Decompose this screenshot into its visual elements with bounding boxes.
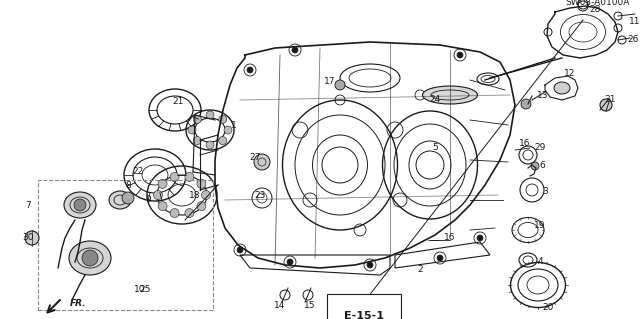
Text: 21: 21 xyxy=(172,98,184,107)
Circle shape xyxy=(170,209,179,218)
Circle shape xyxy=(219,115,227,123)
Bar xyxy=(38,180,213,310)
Text: 15: 15 xyxy=(304,300,316,309)
Text: 20: 20 xyxy=(542,303,554,313)
Text: 13: 13 xyxy=(537,91,548,100)
Circle shape xyxy=(122,192,134,204)
Circle shape xyxy=(335,80,345,90)
Circle shape xyxy=(185,209,194,218)
Circle shape xyxy=(521,99,531,109)
Circle shape xyxy=(154,190,163,199)
Circle shape xyxy=(206,111,214,119)
Ellipse shape xyxy=(109,191,131,209)
Text: 1: 1 xyxy=(231,121,237,130)
Text: 28: 28 xyxy=(589,5,601,14)
Ellipse shape xyxy=(554,82,570,94)
Circle shape xyxy=(237,247,243,253)
Text: 22: 22 xyxy=(132,167,143,176)
Ellipse shape xyxy=(64,192,96,218)
Circle shape xyxy=(158,202,167,211)
Text: SW03-A0100A: SW03-A0100A xyxy=(566,0,630,7)
Circle shape xyxy=(193,115,201,123)
Circle shape xyxy=(202,190,211,199)
Text: 31: 31 xyxy=(604,95,616,105)
Circle shape xyxy=(197,202,206,211)
Circle shape xyxy=(477,235,483,241)
Text: 12: 12 xyxy=(564,69,576,78)
Ellipse shape xyxy=(422,86,477,104)
Text: 18: 18 xyxy=(189,190,201,199)
Circle shape xyxy=(185,173,194,182)
Circle shape xyxy=(437,255,443,261)
Text: 3: 3 xyxy=(542,188,548,197)
Text: 9: 9 xyxy=(145,196,151,204)
Text: 24: 24 xyxy=(429,95,440,105)
Circle shape xyxy=(74,199,86,211)
Text: E-15-1: E-15-1 xyxy=(344,311,384,319)
Circle shape xyxy=(224,126,232,134)
Circle shape xyxy=(197,179,206,188)
Circle shape xyxy=(170,173,179,182)
Text: 27: 27 xyxy=(250,153,260,162)
Text: 16: 16 xyxy=(444,234,456,242)
Circle shape xyxy=(193,137,201,145)
Circle shape xyxy=(206,141,214,149)
Circle shape xyxy=(25,231,39,245)
Text: 19: 19 xyxy=(534,220,546,229)
Text: 17: 17 xyxy=(324,78,336,86)
Circle shape xyxy=(188,126,196,134)
Circle shape xyxy=(531,162,539,170)
Circle shape xyxy=(158,179,167,188)
Circle shape xyxy=(600,99,612,111)
Circle shape xyxy=(367,262,373,268)
Text: 30: 30 xyxy=(22,234,34,242)
Text: 26: 26 xyxy=(627,35,639,44)
Text: 6: 6 xyxy=(539,160,545,169)
Text: FR.: FR. xyxy=(70,299,86,308)
Text: 8: 8 xyxy=(125,181,131,189)
Circle shape xyxy=(247,67,253,73)
Text: 23: 23 xyxy=(254,190,266,199)
Ellipse shape xyxy=(69,241,111,275)
Text: 25: 25 xyxy=(140,286,150,294)
Circle shape xyxy=(292,47,298,53)
Text: 7: 7 xyxy=(25,201,31,210)
Text: 10: 10 xyxy=(134,286,146,294)
Circle shape xyxy=(82,250,98,266)
Text: 5: 5 xyxy=(432,144,438,152)
Text: 14: 14 xyxy=(275,300,285,309)
Text: 16: 16 xyxy=(519,138,531,147)
Text: 11: 11 xyxy=(629,18,640,26)
Text: 2: 2 xyxy=(417,265,423,275)
Text: 4: 4 xyxy=(537,257,543,266)
Circle shape xyxy=(457,52,463,58)
Circle shape xyxy=(287,259,293,265)
Circle shape xyxy=(219,137,227,145)
Circle shape xyxy=(254,154,270,170)
Text: 29: 29 xyxy=(534,144,546,152)
